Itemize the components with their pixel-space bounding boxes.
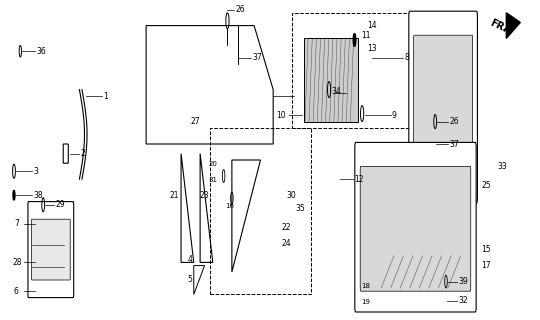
Bar (303, 38, 357, 122)
Text: 17: 17 (481, 261, 490, 270)
Circle shape (353, 34, 356, 46)
Text: 10: 10 (276, 111, 286, 120)
Text: 13: 13 (367, 44, 377, 52)
Text: 22: 22 (281, 223, 291, 232)
FancyBboxPatch shape (409, 11, 477, 203)
Polygon shape (507, 13, 521, 38)
FancyBboxPatch shape (414, 35, 472, 179)
Text: 15: 15 (481, 245, 490, 254)
Text: 5: 5 (187, 275, 192, 284)
Text: 32: 32 (458, 296, 468, 305)
Text: 37: 37 (252, 53, 262, 62)
FancyBboxPatch shape (31, 219, 70, 280)
Circle shape (13, 190, 15, 200)
Text: 30: 30 (286, 191, 296, 200)
FancyBboxPatch shape (355, 142, 476, 312)
FancyBboxPatch shape (28, 202, 73, 298)
Text: 1: 1 (103, 92, 107, 100)
Text: 24: 24 (281, 239, 291, 248)
Text: 23: 23 (200, 191, 210, 200)
FancyBboxPatch shape (360, 166, 471, 291)
Text: 6: 6 (14, 287, 19, 296)
Bar (210, 128, 311, 294)
Text: 33: 33 (497, 162, 507, 171)
Text: 7: 7 (14, 220, 19, 228)
Text: 2: 2 (80, 149, 85, 158)
Text: 31: 31 (208, 177, 217, 183)
Text: 19: 19 (361, 299, 370, 305)
Text: 4: 4 (187, 255, 192, 264)
Text: FR.: FR. (489, 17, 509, 34)
Text: 38: 38 (33, 191, 43, 200)
Text: 12: 12 (354, 175, 363, 184)
Text: 25: 25 (482, 181, 491, 190)
Text: 9: 9 (392, 111, 397, 120)
Text: 34: 34 (332, 87, 341, 96)
Text: 26: 26 (449, 117, 459, 126)
Text: 16: 16 (226, 203, 234, 209)
Text: 28: 28 (13, 258, 22, 267)
Text: 11: 11 (361, 31, 370, 40)
Text: 29: 29 (55, 200, 65, 209)
Text: 20: 20 (208, 161, 217, 167)
Text: 26: 26 (235, 5, 245, 14)
Text: 27: 27 (191, 117, 200, 126)
Text: 36: 36 (36, 47, 46, 56)
Bar (292, 13, 454, 128)
Text: 3: 3 (33, 167, 38, 176)
Text: 21: 21 (170, 191, 179, 200)
Text: 8: 8 (404, 53, 409, 62)
Text: 37: 37 (449, 140, 459, 148)
Text: 35: 35 (295, 204, 305, 213)
Text: 18: 18 (361, 283, 370, 289)
Text: 39: 39 (458, 277, 468, 286)
Text: 14: 14 (367, 21, 377, 30)
FancyBboxPatch shape (63, 144, 68, 163)
